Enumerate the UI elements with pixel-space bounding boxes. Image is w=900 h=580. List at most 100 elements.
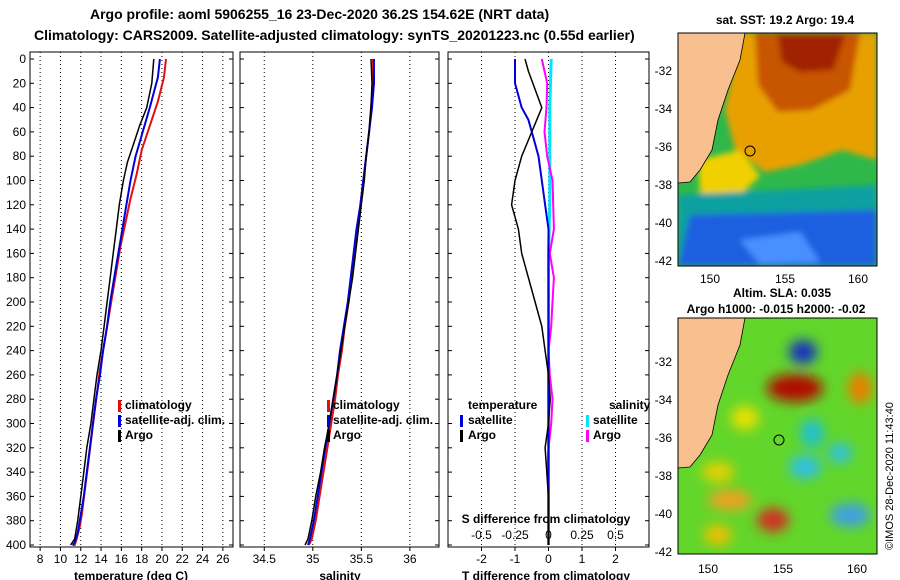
legend-label-satellite: satellite-adj. clim. xyxy=(125,413,225,427)
sla-high-eddy xyxy=(731,406,759,430)
sla-high-eddy xyxy=(704,525,732,545)
x-tick-label: 20 xyxy=(155,552,169,566)
lat-tick-label: -40 xyxy=(655,507,673,521)
lat-tick-label: -34 xyxy=(655,393,673,407)
lat-tick-label: -42 xyxy=(655,254,673,268)
sst-lat-axis: -32 -34 -36 -38 -40 -42 xyxy=(655,64,673,268)
legend-swatch-satellite xyxy=(118,415,121,427)
sla-field xyxy=(702,340,872,545)
x-tick-label: 12 xyxy=(74,552,88,566)
depth-tick-label: 0 xyxy=(19,52,26,66)
x-tick-label: 0 xyxy=(545,552,552,566)
depth-tick-label: 120 xyxy=(6,198,26,212)
sla-land xyxy=(678,318,746,469)
lat-tick-label: -32 xyxy=(655,355,673,369)
legend-swatch-s-satellite xyxy=(586,415,589,427)
salinity-x-axis: 34.5 35 35.5 36 xyxy=(253,547,417,566)
sla-high-eddy xyxy=(757,508,789,532)
sla-low-eddy xyxy=(789,455,821,479)
sst-land xyxy=(678,33,746,184)
sla-low-eddy xyxy=(828,443,852,463)
x-tick-label: 16 xyxy=(115,552,129,566)
depth-tick-label: 240 xyxy=(6,344,26,358)
sla-map-title-line1: Altim. SLA: 0.035 xyxy=(733,286,831,300)
s-difference-x-axis: -0.5 -0.25 0 0.25 0.5 xyxy=(471,528,624,542)
depth-tick-label: 200 xyxy=(6,295,26,309)
difference-grid xyxy=(448,52,649,547)
legend-swatch-climatology xyxy=(327,400,330,412)
sst-argo-marker xyxy=(744,145,756,157)
depth-tick-label: 160 xyxy=(6,246,26,260)
depth-tick-label: 20 xyxy=(13,76,27,90)
sla-map-frame xyxy=(677,317,878,555)
sla-map-title-line2: Argo h1000: -0.015 h2000: -0.02 xyxy=(687,302,866,316)
sla-high-eddy xyxy=(702,462,734,482)
sla-low-eddy xyxy=(800,419,824,447)
depth-tick-label: 40 xyxy=(13,101,27,115)
t-difference-xlabel: T difference from climatology xyxy=(462,569,630,580)
temperature-panel: 0 20 40 60 80 100 120 140 160 180 200 220 240 260 280 3… xyxy=(6,51,234,580)
x-tick-label: 35.5 xyxy=(350,552,374,566)
t-difference-x-axis: -2 -1 0 1 2 xyxy=(476,547,619,566)
legend-label-t-argo: Argo xyxy=(468,428,496,442)
legend-label-satellite: satellite-adj. clim. xyxy=(333,413,433,427)
s-tick-label: -0.25 xyxy=(501,528,529,542)
sst-lon-axis: 150 155 160 xyxy=(700,272,868,286)
legend-swatch-satellite xyxy=(327,415,330,427)
depth-tick-label: 180 xyxy=(6,271,26,285)
legend-title-temperature: temperature xyxy=(468,398,538,412)
sla-high-eddy xyxy=(708,490,752,510)
salinity-climatology-line xyxy=(307,59,374,546)
salinity-xlabel: salinity xyxy=(319,569,361,580)
sst-hottest-region xyxy=(778,35,845,72)
legend-label-argo: Argo xyxy=(333,428,361,442)
figure-title-line1: Argo profile: aoml 5906255_16 23-Dec-202… xyxy=(90,6,550,22)
x-tick-label: 2 xyxy=(612,552,619,566)
x-tick-label: 36 xyxy=(403,552,417,566)
s-tick-label: 0.5 xyxy=(607,528,624,542)
sst-map-title: sat. SST: 19.2 Argo: 19.4 xyxy=(716,13,855,27)
depth-tick-label: 100 xyxy=(6,174,26,188)
lon-tick-label: 150 xyxy=(698,562,718,576)
sla-argo-marker xyxy=(773,434,785,446)
s-difference-xlabel: S difference from climatology xyxy=(462,512,631,526)
depth-tick-label: 140 xyxy=(6,222,26,236)
lon-tick-label: 160 xyxy=(848,272,868,286)
difference-legend: temperature salinity satellite Argo sate… xyxy=(460,398,651,442)
lon-tick-label: 155 xyxy=(773,562,793,576)
sla-high-eddy xyxy=(767,374,823,402)
lat-tick-label: -38 xyxy=(655,178,673,192)
salinity-frame xyxy=(239,51,440,548)
lon-tick-label: 150 xyxy=(700,272,720,286)
x-tick-label: 1 xyxy=(579,552,586,566)
depth-axis: 0 20 40 60 80 100 120 140 160 180 200 220 240 260 280 3… xyxy=(6,52,26,552)
lon-tick-label: 160 xyxy=(847,562,867,576)
depth-tick-label: 320 xyxy=(6,441,26,455)
x-tick-label: 14 xyxy=(94,552,108,566)
legend-label-climatology: climatology xyxy=(333,398,400,412)
sla-map: Altim. SLA: 0.035 Argo h1000: -0.015 h20… xyxy=(655,286,878,576)
sst-field xyxy=(678,33,877,266)
figure-title-line2: Climatology: CARS2009. Satellite-adjuste… xyxy=(34,27,635,43)
sst-mild-region xyxy=(698,150,760,195)
sst-map-frame xyxy=(677,32,878,267)
depth-tick-label: 260 xyxy=(6,368,26,382)
legend-label-s-satellite: satellite xyxy=(593,413,638,427)
legend-title-salinity: salinity xyxy=(609,398,651,412)
legend-swatch-argo xyxy=(118,430,121,442)
temperature-argo-line xyxy=(69,58,155,546)
salinity-legend: climatology satellite-adj. clim. Argo xyxy=(327,398,433,442)
sst-coldest-region xyxy=(740,232,820,264)
legend-swatch-t-satellite xyxy=(460,415,463,427)
legend-label-s-argo: Argo xyxy=(593,428,621,442)
salinity-panel: 34.5 35 35.5 36 salinity climatology satell… xyxy=(239,51,440,580)
sst-map: sat. SST: 19.2 Argo: 19.4 -32 -34 xyxy=(655,13,878,286)
lat-tick-label: -40 xyxy=(655,216,673,230)
x-tick-label: 35 xyxy=(306,552,320,566)
x-tick-label: 34.5 xyxy=(253,552,277,566)
x-tick-label: 24 xyxy=(196,552,210,566)
sla-low-eddy xyxy=(789,340,817,364)
temperature-frame xyxy=(29,51,234,548)
